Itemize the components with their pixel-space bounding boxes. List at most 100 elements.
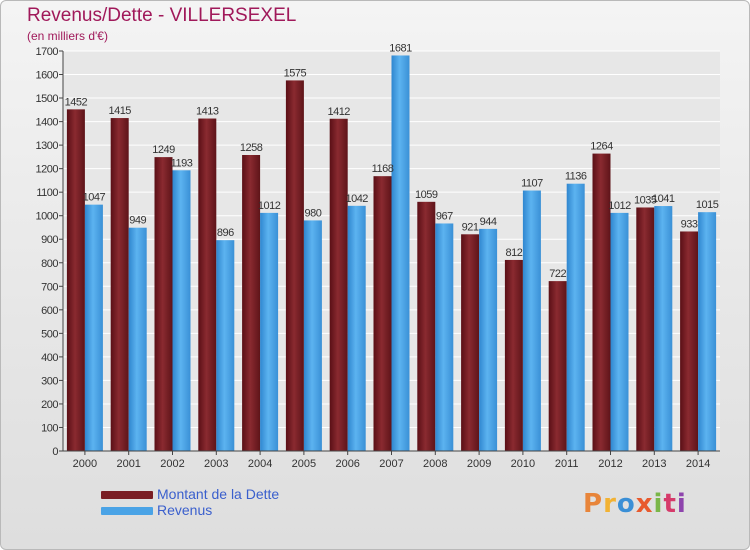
logo-letter: o <box>616 489 636 519</box>
bar-dette-2007 <box>373 176 392 452</box>
logo-letter: i <box>653 489 664 519</box>
y-tick-label: 1700 <box>36 46 59 58</box>
bar-dette-2014 <box>680 231 699 451</box>
data-label: 1413 <box>196 106 219 118</box>
bar-revenus-2001 <box>128 227 147 451</box>
bar-revenus-2011 <box>566 183 585 452</box>
bar-revenus-2010 <box>522 190 541 451</box>
bar-dette-2005 <box>285 80 304 451</box>
bar-revenus-2000 <box>84 204 103 451</box>
data-label: 1047 <box>83 192 106 204</box>
data-label: 1249 <box>152 144 175 156</box>
bar-revenus-2005 <box>303 220 322 451</box>
x-tick-label: 2003 <box>204 458 228 470</box>
y-tick-label: 700 <box>41 281 58 293</box>
y-tick-label: 1600 <box>36 70 59 82</box>
data-label: 1681 <box>389 42 412 54</box>
x-tick-label: 2006 <box>335 458 359 470</box>
data-label: 1136 <box>565 171 587 183</box>
data-label: 1412 <box>327 106 350 118</box>
y-tick-label: 1500 <box>36 93 59 105</box>
bar-dette-2013 <box>636 207 655 451</box>
bar-dette-2003 <box>198 118 217 451</box>
bar-dette-2000 <box>66 109 85 452</box>
data-label: 1041 <box>652 193 675 205</box>
logo-letter: t <box>663 489 677 519</box>
x-tick-label: 2004 <box>248 458 272 470</box>
data-label: 1168 <box>372 163 394 175</box>
y-tick-label: 300 <box>41 375 58 387</box>
x-tick-label: 2012 <box>598 458 622 470</box>
bar-dette-2008 <box>417 201 436 451</box>
x-tick-label: 2010 <box>511 458 535 470</box>
y-tick-label: 1200 <box>36 164 59 176</box>
data-label: 1012 <box>608 200 631 212</box>
bar-revenus-2007 <box>391 55 410 452</box>
y-tick-label: 1000 <box>36 211 59 223</box>
logo-letter: r <box>603 489 617 519</box>
y-tick-label: 400 <box>41 352 58 364</box>
chart-subtitle: (en milliers d'€) <box>27 29 108 43</box>
data-label: 1059 <box>415 189 438 201</box>
logo-letter: x <box>635 489 654 519</box>
x-tick-label: 2009 <box>467 458 491 470</box>
y-tick-label: 500 <box>41 328 58 340</box>
y-tick-label: 1300 <box>36 140 59 152</box>
y-tick-label: 900 <box>41 234 58 246</box>
bar-dette-2006 <box>329 118 348 451</box>
data-label: 1193 <box>171 157 193 169</box>
x-tick-label: 2002 <box>160 458 184 470</box>
bar-dette-2011 <box>548 281 567 451</box>
legend-label-revenus: Revenus <box>157 502 213 518</box>
x-tick-label: 2008 <box>423 458 447 470</box>
logo-letter: P <box>583 489 604 519</box>
proxiti-logo: Proxiti <box>583 489 687 519</box>
y-tick-label: 0 <box>52 446 58 458</box>
data-label: 1264 <box>590 141 613 153</box>
bar-revenus-2002 <box>172 170 191 451</box>
data-label: 896 <box>217 227 234 239</box>
bar-revenus-2008 <box>435 223 454 451</box>
data-label: 921 <box>462 221 479 233</box>
x-tick-label: 2000 <box>73 458 97 470</box>
bar-revenus-2014 <box>698 212 717 451</box>
data-label: 1575 <box>284 67 307 79</box>
data-label: 1452 <box>65 96 88 108</box>
y-tick-label: 800 <box>41 258 58 270</box>
bar-revenus-2009 <box>479 228 498 451</box>
bar-dette-2010 <box>504 259 523 451</box>
chart-title: Revenus/Dette - VILLERSEXEL <box>27 5 297 26</box>
data-label: 933 <box>681 218 698 230</box>
x-tick-label: 2005 <box>292 458 316 470</box>
bar-revenus-2012 <box>610 212 629 451</box>
y-tick-label: 100 <box>41 422 58 434</box>
data-label: 1042 <box>345 193 368 205</box>
data-label: 967 <box>436 210 453 222</box>
bar-dette-2004 <box>242 155 261 451</box>
data-label: 1258 <box>240 142 263 154</box>
data-label: 722 <box>549 268 566 280</box>
legend-label-debt: Montant de la Dette <box>157 486 280 502</box>
data-label: 949 <box>129 215 146 227</box>
x-tick-label: 2007 <box>379 458 403 470</box>
y-tick-label: 1100 <box>36 187 58 199</box>
bar-revenus-2004 <box>260 212 279 451</box>
bar-dette-2012 <box>592 153 611 451</box>
x-tick-label: 2013 <box>642 458 666 470</box>
data-label: 980 <box>304 207 321 219</box>
x-tick-label: 2001 <box>116 458 140 470</box>
y-tick-label: 600 <box>41 305 58 317</box>
logo-letter: i <box>676 489 687 519</box>
data-label: 1012 <box>258 200 281 212</box>
x-tick-label: 2011 <box>555 458 579 470</box>
data-label: 812 <box>505 247 522 259</box>
data-label: 1035 <box>634 194 657 206</box>
bar-revenus-2006 <box>347 205 366 451</box>
data-label: 1415 <box>108 105 131 117</box>
x-tick-label: 2014 <box>686 458 710 470</box>
bar-dette-2009 <box>461 234 480 451</box>
legend-swatch-revenus <box>101 507 153 515</box>
data-label: 1015 <box>696 199 719 211</box>
